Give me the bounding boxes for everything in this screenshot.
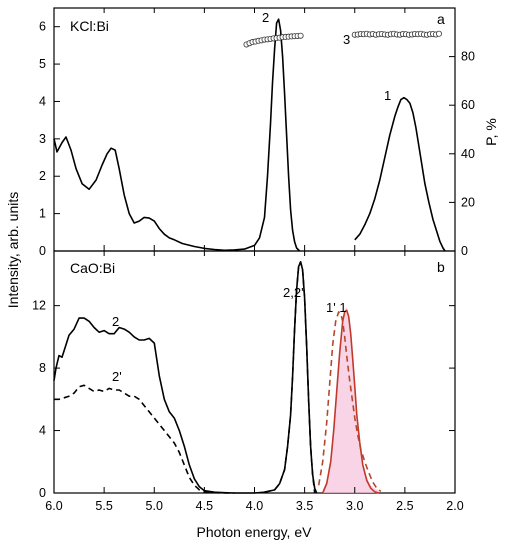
x-tick-label-1: 5.5	[95, 499, 112, 513]
y-tick-label-a-right-2: 40	[461, 147, 475, 161]
y-tick-label-b-2: 8	[39, 361, 46, 375]
x-tick-label-0: 6.0	[45, 499, 62, 513]
annotation-b-curve-2p: 2'	[112, 369, 122, 384]
chart-curves	[53, 18, 446, 494]
panel-b-sample-label: CaO:Bi	[70, 260, 115, 276]
y-tick-label-a-1: 1	[39, 207, 46, 221]
curve-b-2-0	[53, 261, 318, 494]
annotation-b-curve-2: 2	[112, 314, 119, 329]
x-tick-label-3: 4.5	[196, 499, 213, 513]
polarization-series-2	[243, 32, 304, 48]
curve-b-1p-4	[317, 311, 382, 493]
y-tick-label-a-4: 4	[39, 94, 46, 108]
y-tick-label-a-0: 0	[39, 244, 46, 258]
curve-b-1-3	[321, 309, 380, 494]
annotation-a-curve-2: 2	[262, 10, 269, 25]
polarization-series-3	[351, 30, 442, 38]
panel-a-letter: a	[437, 11, 445, 27]
panel-a-frame	[53, 7, 456, 252]
panel-a-sample-label: KCl:Bi	[70, 18, 109, 34]
x-tick-label-5: 3.5	[296, 499, 313, 513]
polarization-point	[435, 30, 442, 37]
y-tick-label-b-0: 0	[39, 486, 46, 500]
curve-b-2p-2	[264, 261, 316, 494]
y-axis-label-left: Intensity, arb. units	[5, 192, 21, 308]
panel-b-letter: b	[437, 259, 445, 275]
curve-a-1	[354, 96, 446, 252]
polarization-point	[297, 32, 304, 39]
annotation-a-curve-1: 1	[384, 88, 391, 103]
x-tick-label-6: 3.0	[346, 499, 363, 513]
axis-ticks: 6.0 5.5 5.0 4.5 4.0 3.5 3.0 2.5 2.00123456020406…	[32, 8, 475, 513]
y-tick-label-a-3: 3	[39, 132, 46, 146]
curve-1-highlight	[322, 307, 379, 493]
y-tick-label-a-right-3: 60	[461, 98, 475, 112]
x-tick-label-4: 4.0	[246, 499, 263, 513]
annotation-b-curve-1p-1: 1' 1	[326, 300, 347, 315]
y-tick-label-a-right-1: 20	[461, 195, 475, 209]
y-axis-label-right: P, %	[483, 118, 499, 146]
y-tick-label-a-right-0: 0	[461, 244, 468, 258]
y-tick-label-a-2: 2	[39, 169, 46, 183]
y-tick-label-a-5: 5	[39, 57, 46, 71]
curve-a-2	[53, 18, 301, 252]
y-tick-label-b-1: 4	[39, 424, 46, 438]
y-tick-label-a-6: 6	[39, 20, 46, 34]
x-tick-label-2: 5.0	[146, 499, 163, 513]
y-tick-label-b-3: 12	[32, 299, 46, 313]
annotation-b-curve-2-2p: 2,2'	[283, 285, 304, 300]
curve-b-2p-1	[54, 384, 235, 494]
annotation-a-curve-3: 3	[343, 32, 350, 47]
highlight-area	[322, 307, 379, 493]
x-tick-label-7: 2.5	[396, 499, 413, 513]
x-axis-label: Photon energy, eV	[197, 524, 313, 540]
y-tick-label-a-right-4: 80	[461, 50, 475, 64]
x-tick-label-8: 2.0	[446, 499, 463, 513]
